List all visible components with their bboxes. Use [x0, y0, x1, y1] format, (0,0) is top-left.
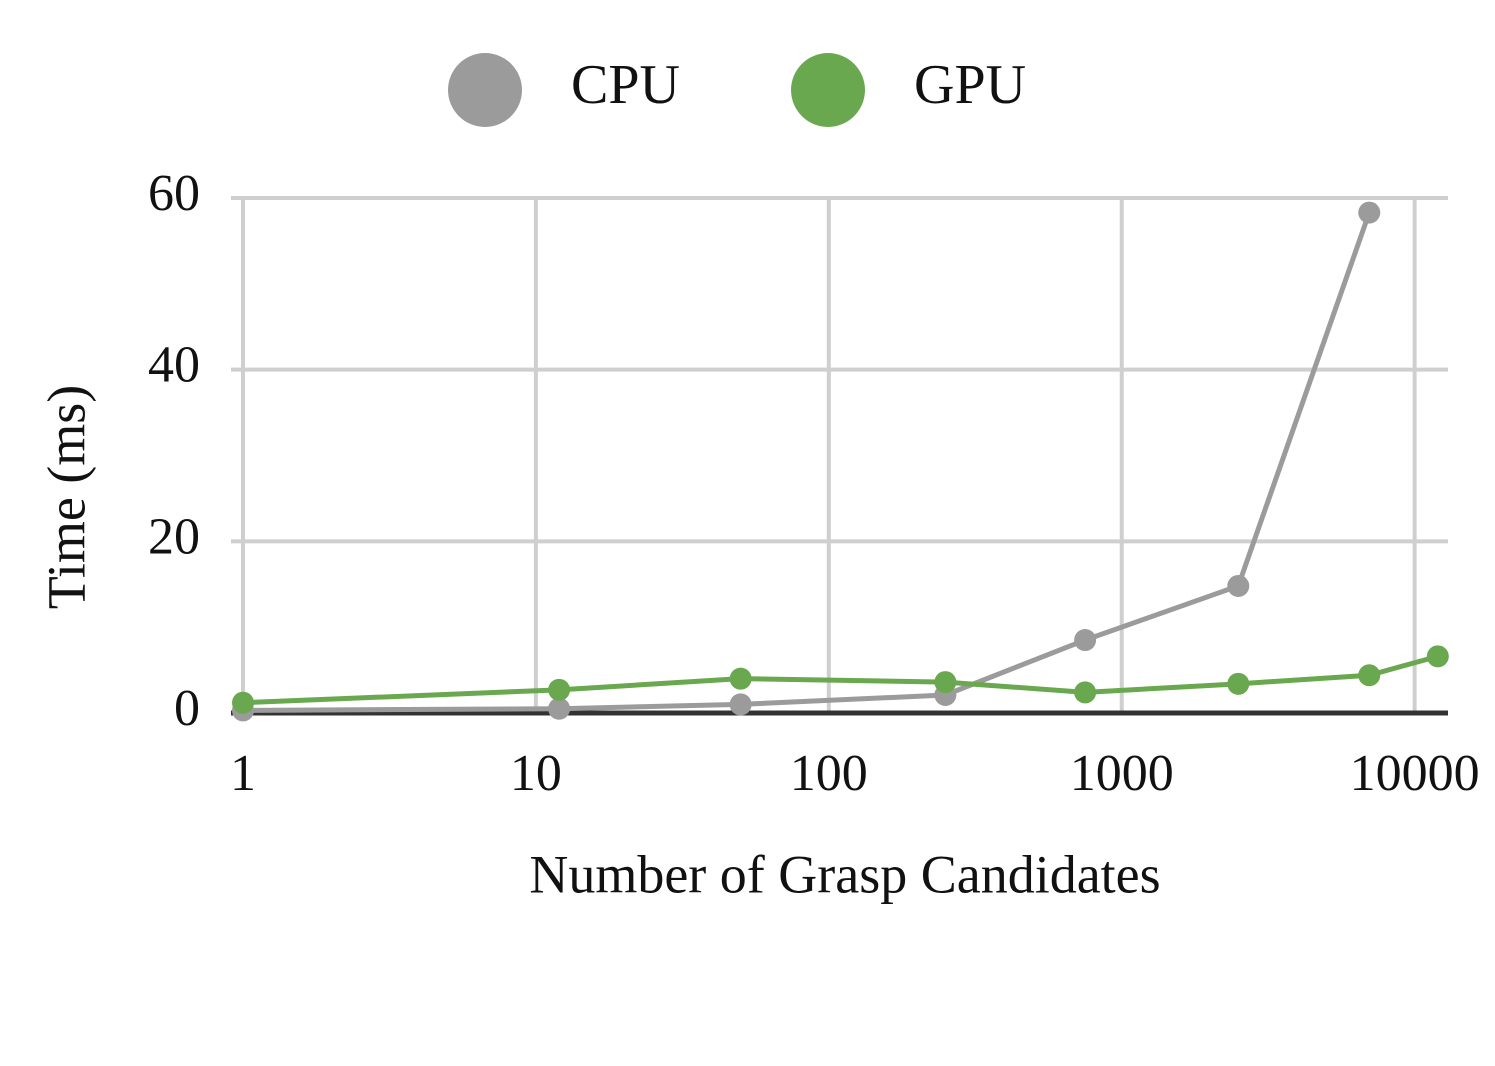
y-tick-label: 0	[174, 680, 200, 737]
data-point	[934, 671, 957, 694]
series-line	[242, 211, 1372, 713]
x-tick-label: 10000	[1350, 745, 1480, 802]
data-point	[1358, 664, 1381, 687]
legend-label: CPU	[571, 54, 680, 116]
data-point	[548, 697, 571, 720]
data-point	[1074, 681, 1097, 704]
legend-label: GPU	[914, 54, 1026, 116]
y-tick-label: 40	[148, 337, 200, 394]
series-line	[242, 653, 1439, 706]
y-tick-label: 60	[148, 165, 200, 222]
legend-marker	[791, 53, 865, 127]
data-point	[729, 693, 752, 716]
data-point	[1074, 629, 1097, 652]
data-point	[729, 667, 752, 690]
data-point	[1227, 574, 1250, 597]
data-point	[548, 678, 571, 701]
x-tick-label: 10	[510, 745, 562, 802]
y-axis-label: Time (ms)	[36, 385, 96, 610]
data-point	[231, 691, 254, 714]
data-point	[1227, 672, 1250, 695]
legend-marker	[448, 53, 522, 127]
y-tick-label: 20	[148, 508, 200, 565]
data-point	[1358, 201, 1381, 224]
x-tick-label: 1	[230, 745, 256, 802]
data-point	[1426, 645, 1449, 668]
x-tick-label: 100	[790, 745, 868, 802]
x-axis-label: Number of Grasp Candidates	[529, 844, 1160, 904]
x-tick-label: 1000	[1070, 745, 1174, 802]
